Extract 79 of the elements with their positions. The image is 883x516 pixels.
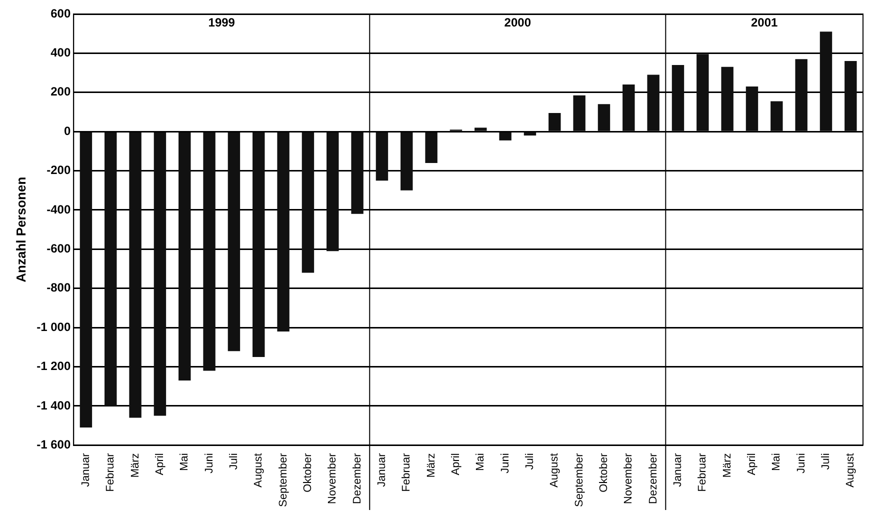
bar (844, 61, 857, 131)
x-tick-label: Februar (696, 452, 709, 492)
annotation: 2001 (750, 15, 778, 30)
annotation: 1999 (208, 15, 236, 30)
x-tick-label: September (573, 452, 586, 508)
bar (104, 132, 117, 406)
bar (770, 101, 783, 131)
x-tick-label: März (721, 453, 734, 478)
y-tick-label: -400 (46, 202, 71, 216)
x-tick-label: November (622, 452, 635, 504)
bar (376, 132, 388, 181)
x-tick-label: Oktober (598, 452, 610, 492)
bar (129, 132, 142, 418)
bar (400, 132, 413, 190)
x-tick-label: November (326, 452, 339, 504)
annotation: 2000 (504, 15, 532, 30)
bar (820, 32, 832, 131)
x-tick-label: August (252, 453, 265, 488)
y-tick-label: -200 (46, 163, 71, 178)
x-tick-label: Dezember (647, 452, 660, 504)
y-tick-label: -1 000 (36, 320, 71, 334)
x-tick-label: Oktober (302, 452, 314, 492)
bar (277, 132, 290, 332)
y-tick-label: -1 400 (36, 398, 71, 412)
y-tick-label: 200 (50, 84, 71, 99)
bar (573, 95, 586, 131)
y-tick-label: 400 (50, 46, 71, 60)
x-tick-label: Juni (499, 453, 512, 474)
x-tick-label: August (548, 453, 561, 488)
y-tick-label: -600 (46, 242, 71, 256)
x-tick-label: Mai (770, 453, 783, 471)
bar (80, 132, 92, 428)
bar (721, 66, 734, 131)
x-tick-label: März (129, 453, 142, 478)
bar (252, 132, 265, 357)
x-tick-label: Juli (820, 453, 832, 470)
bar (746, 86, 758, 131)
x-tick-label: Juli (524, 453, 536, 470)
y-tick-label: -1 600 (36, 438, 71, 452)
x-tick-label: März (425, 453, 438, 478)
bar (622, 84, 635, 131)
bar (326, 132, 339, 252)
bar (696, 54, 709, 131)
bar (795, 59, 808, 131)
x-tick-label: Juli (228, 453, 240, 470)
bar (499, 132, 512, 140)
x-tick-label: April (746, 453, 758, 476)
y-tick-label: 600 (50, 6, 71, 20)
bar (203, 132, 216, 371)
bar (228, 132, 240, 352)
x-tick-label: Februar (104, 452, 117, 492)
bar (672, 64, 684, 131)
y-tick-label: -1 200 (36, 359, 71, 374)
bar (425, 132, 438, 163)
x-tick-label: Mai (474, 453, 487, 471)
x-tick-label: August (844, 453, 857, 488)
x-tick-label: September (277, 452, 290, 508)
bar (598, 104, 610, 131)
y-tick-label: 0 (64, 124, 71, 138)
y-axis-title: Anzahl Personen (13, 176, 28, 282)
x-tick-label: April (450, 453, 462, 476)
bar (524, 132, 536, 136)
bar (178, 132, 191, 381)
bar (302, 132, 314, 273)
bar (647, 74, 660, 131)
bar (154, 132, 166, 416)
bar (351, 132, 364, 214)
bar (548, 112, 561, 131)
x-tick-label: Juni (795, 453, 808, 474)
x-tick-label: April (154, 453, 166, 476)
x-tick-label: Februar (400, 452, 413, 492)
x-tick-label: Juni (203, 453, 216, 474)
x-tick-label: Januar (672, 452, 684, 487)
x-tick-label: Januar (80, 452, 92, 487)
x-tick-label: Januar (376, 452, 388, 487)
x-tick-label: Mai (178, 453, 191, 471)
x-tick-label: Dezember (351, 452, 364, 504)
y-tick-label: -800 (46, 280, 71, 295)
bar (474, 128, 487, 131)
